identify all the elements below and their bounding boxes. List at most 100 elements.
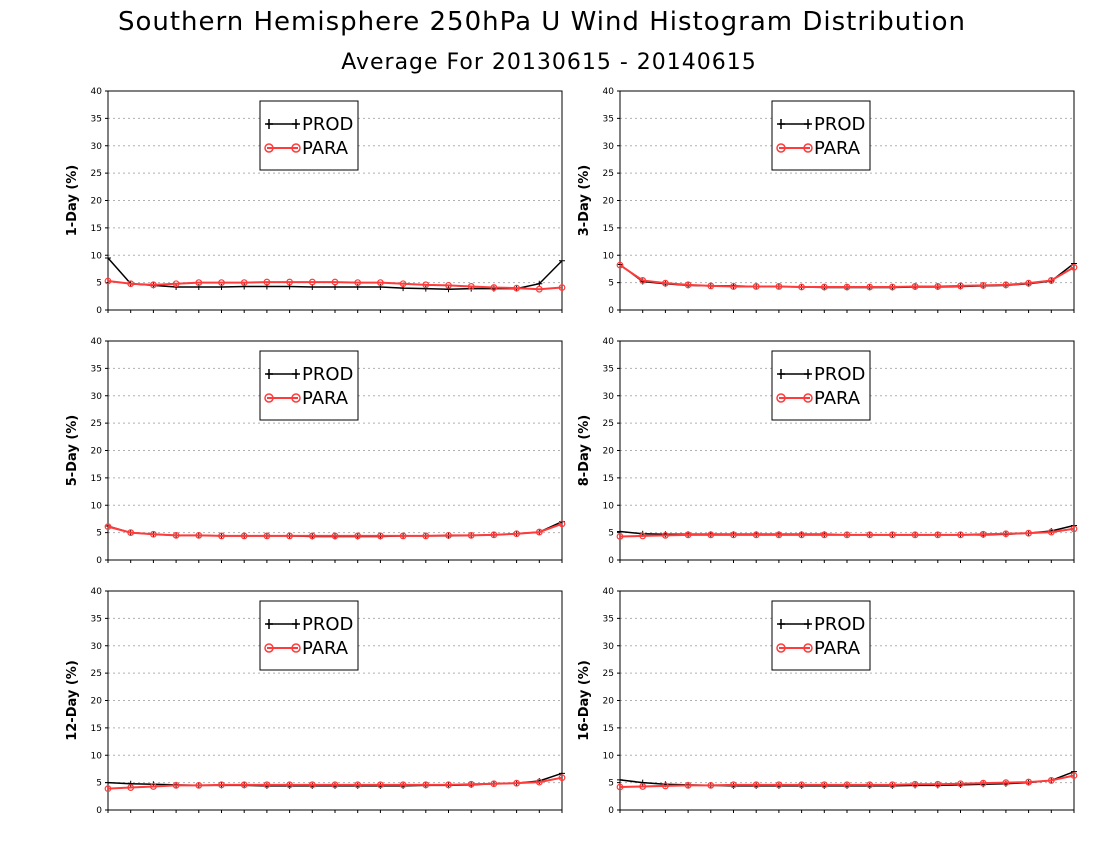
y-tick-label: 40	[91, 337, 103, 347]
legend-label-prod: PROD	[814, 364, 865, 385]
data-point-para	[1025, 529, 1032, 537]
y-axis-label: 5-Day (%)	[65, 415, 80, 487]
y-tick-label: 20	[91, 447, 103, 457]
data-point-para	[616, 261, 624, 269]
y-tick-label: 35	[603, 114, 614, 124]
y-tick-label: 25	[603, 669, 614, 679]
legend-box	[771, 600, 871, 671]
data-point-para	[1047, 528, 1055, 536]
data-point-para	[1070, 772, 1078, 779]
y-axis-label: 12-Day (%)	[65, 660, 80, 741]
y-tick-label: 10	[91, 251, 103, 261]
data-point-para	[752, 781, 760, 789]
plot-frame	[619, 90, 1075, 311]
data-point-para	[195, 531, 203, 539]
data-point-para	[752, 531, 760, 539]
data-point-prod	[241, 283, 248, 290]
data-point-para	[1002, 779, 1010, 787]
y-tick-label: 20	[91, 197, 103, 207]
y-tick-label: 25	[603, 419, 614, 429]
data-point-para	[263, 532, 271, 540]
data-point-para	[707, 781, 715, 789]
data-point-para	[889, 531, 896, 539]
data-point-para	[558, 520, 566, 528]
data-point-para	[684, 781, 692, 789]
legend-box	[259, 350, 359, 421]
legend-marker-prod	[804, 619, 812, 629]
legend-marker-prod	[804, 119, 812, 129]
legend-marker-para	[291, 643, 301, 653]
data-point-para	[775, 283, 783, 290]
y-axis-label: 3-Day (%)	[577, 165, 592, 237]
data-point-para	[286, 781, 294, 789]
legend-label-prod: PROD	[302, 364, 353, 385]
chart-panel-6: 0 5 10 15 20 25 30 35 40 16-Day (%) PROD PARA	[577, 587, 1078, 816]
data-point-para	[798, 781, 805, 789]
data-point-para	[127, 280, 135, 288]
data-point-para	[377, 781, 384, 789]
data-point-para	[240, 532, 248, 540]
data-point-para	[1002, 530, 1010, 538]
data-point-prod	[1071, 768, 1077, 775]
data-point-para	[1047, 277, 1055, 284]
data-point-para	[513, 530, 520, 538]
legend-marker-para	[803, 643, 813, 653]
data-point-para	[934, 780, 942, 788]
legend-marker-prod	[265, 369, 273, 379]
y-tick-label: 25	[91, 669, 102, 679]
data-point-para	[957, 282, 964, 290]
data-point-para	[662, 279, 669, 287]
legend-marker-para	[264, 393, 274, 403]
data-point-para	[843, 283, 851, 291]
series-line-para	[619, 774, 1075, 789]
data-point-para	[218, 781, 225, 789]
data-point-para	[377, 279, 384, 287]
data-point-para	[445, 781, 452, 789]
plot-frame	[107, 590, 563, 811]
legend-box	[771, 350, 871, 421]
legend-label-para: PARA	[814, 388, 861, 409]
legend-label-para: PARA	[814, 638, 861, 659]
legend: PROD PARA	[771, 600, 871, 671]
data-point-para	[286, 532, 294, 540]
y-tick-label: 35	[91, 114, 102, 124]
y-tick-label: 30	[603, 642, 615, 652]
data-point-para	[149, 530, 157, 538]
data-point-para	[104, 785, 112, 793]
data-point-para	[445, 531, 452, 539]
legend-label-prod: PROD	[814, 114, 865, 135]
data-point-para	[308, 532, 316, 540]
data-point-para	[331, 278, 339, 286]
chart-panel-5: 0 5 10 15 20 25 30 35 40 12-Day (%) PROD PARA	[65, 587, 566, 816]
y-tick-label: 5	[608, 779, 614, 789]
data-point-para	[1025, 778, 1032, 786]
series-line-para	[107, 279, 563, 291]
y-tick-label: 20	[603, 197, 615, 207]
legend-marker-prod	[804, 369, 812, 379]
data-point-prod	[422, 285, 429, 292]
data-point-para	[490, 284, 498, 291]
y-tick-label: 40	[603, 337, 615, 347]
y-tick-label: 0	[608, 306, 614, 316]
y-tick-label: 10	[91, 501, 103, 511]
y-tick-label: 5	[608, 279, 614, 289]
legend-box	[259, 600, 359, 671]
data-point-prod	[617, 776, 623, 783]
data-point-para	[752, 283, 760, 290]
y-tick-label: 30	[91, 392, 103, 402]
data-point-para	[240, 781, 248, 789]
data-point-para	[662, 531, 669, 539]
data-point-para	[866, 283, 874, 291]
legend: PROD PARA	[259, 350, 359, 421]
data-point-para	[616, 533, 624, 540]
data-point-para	[820, 531, 828, 539]
y-axis-label: 8-Day (%)	[577, 415, 592, 487]
figure-title: Southern Hemisphere 250hPa U Wind Histog…	[118, 7, 966, 37]
plot-frame	[107, 90, 563, 311]
y-tick-label: 25	[91, 419, 102, 429]
series-line-para	[619, 264, 1075, 289]
data-point-para	[558, 774, 566, 782]
data-point-para	[979, 779, 987, 787]
data-point-para	[1070, 263, 1078, 271]
